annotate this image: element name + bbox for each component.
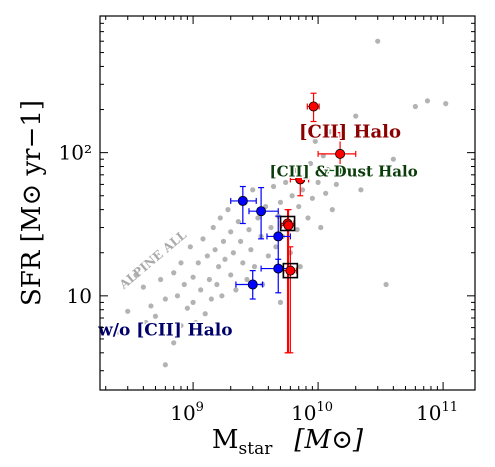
x-axis-label: Mstar [M⊙] xyxy=(212,425,364,459)
alpine-point xyxy=(218,215,223,220)
alpine-point xyxy=(190,300,195,305)
alpine-point xyxy=(207,277,212,282)
series-point xyxy=(286,266,295,275)
series-point xyxy=(256,207,265,216)
x-tick-label: 1011 xyxy=(416,400,458,425)
y-tick-label: 10 xyxy=(67,284,92,308)
alpine-point xyxy=(266,253,271,258)
series-point xyxy=(274,232,283,241)
alpine-point xyxy=(153,314,158,319)
alpine-point xyxy=(196,260,201,265)
annotation-alpine-all: ALPINE ALL xyxy=(116,227,190,292)
alpine-point xyxy=(334,182,339,187)
alpine-point xyxy=(255,215,260,220)
alpine-point xyxy=(163,296,168,301)
alpine-point xyxy=(375,39,380,44)
alpine-point xyxy=(198,287,203,292)
alpine-point xyxy=(268,225,273,230)
alpine-point xyxy=(443,101,448,106)
alpine-point xyxy=(219,293,224,298)
series-point xyxy=(238,196,247,205)
alpine-point xyxy=(244,277,249,282)
alpine-point xyxy=(163,362,168,367)
alpine-point xyxy=(141,285,146,290)
alpine-point xyxy=(318,225,323,230)
alpine-point xyxy=(413,104,418,109)
alpine-point xyxy=(391,157,396,162)
series-point xyxy=(248,280,257,289)
alpine-point xyxy=(200,236,205,241)
x-tick-label: 1010 xyxy=(291,400,333,425)
alpine-point xyxy=(238,239,243,244)
alpine-point xyxy=(228,272,233,277)
annotations: [CII] Halo [CII] & Dust Halo w/o [CII] H… xyxy=(97,121,418,340)
alpine-point xyxy=(213,247,218,252)
alpine-point xyxy=(305,215,310,220)
series-point xyxy=(274,264,283,273)
alpine-point xyxy=(228,229,233,234)
alpine-point xyxy=(310,196,315,201)
alpine-point xyxy=(358,187,363,192)
alpine-point xyxy=(205,253,210,258)
series-point xyxy=(309,102,318,111)
annotation-no-halo: w/o [CII] Halo xyxy=(97,320,232,340)
alpine-point xyxy=(296,204,301,209)
alpine-point xyxy=(250,187,255,192)
annotation-cii-dust-halo: [CII] & Dust Halo xyxy=(269,163,417,181)
alpine-point xyxy=(353,113,358,118)
alpine-point xyxy=(175,293,180,298)
alpine-point xyxy=(221,239,226,244)
series-point xyxy=(284,221,293,230)
alpine-point xyxy=(330,207,335,212)
alpine-point xyxy=(278,300,283,305)
alpine-point xyxy=(278,200,283,205)
alpine-point xyxy=(240,260,245,265)
alpine-point xyxy=(148,303,153,308)
alpine-point xyxy=(323,191,328,196)
alpine-point xyxy=(188,244,193,249)
y-axis-label: SFR [M⊙ yr−1] xyxy=(17,100,47,306)
alpine-point xyxy=(158,277,163,282)
alpine-point xyxy=(290,193,295,198)
alpine-point xyxy=(298,264,303,269)
alpine-point xyxy=(185,306,190,311)
alpine-point xyxy=(171,270,176,275)
alpine-point xyxy=(214,282,219,287)
alpine-point xyxy=(178,260,183,265)
alpine-point xyxy=(203,311,208,316)
background-points xyxy=(115,39,448,368)
alpine-point xyxy=(425,98,430,103)
alpine-point xyxy=(222,257,227,262)
alpine-point xyxy=(216,264,221,269)
alpine-point xyxy=(233,287,238,292)
annotation-cii-halo: [CII] Halo xyxy=(299,121,401,142)
alpine-point xyxy=(231,250,236,255)
alpine-point xyxy=(225,207,230,212)
alpine-point xyxy=(182,282,187,287)
alpine-point xyxy=(209,296,214,301)
alpine-point xyxy=(252,264,257,269)
alpine-point xyxy=(171,340,176,345)
x-tick-label: 109 xyxy=(170,400,204,425)
alpine-point xyxy=(246,227,251,232)
y-tick-label: 10² xyxy=(59,141,92,165)
alpine-point xyxy=(125,309,130,314)
alpine-point xyxy=(271,184,276,189)
alpine-point xyxy=(383,282,388,287)
series-point xyxy=(336,149,345,158)
alpine-point xyxy=(190,275,195,280)
alpine-point xyxy=(248,247,253,252)
alpine-point xyxy=(211,225,216,230)
